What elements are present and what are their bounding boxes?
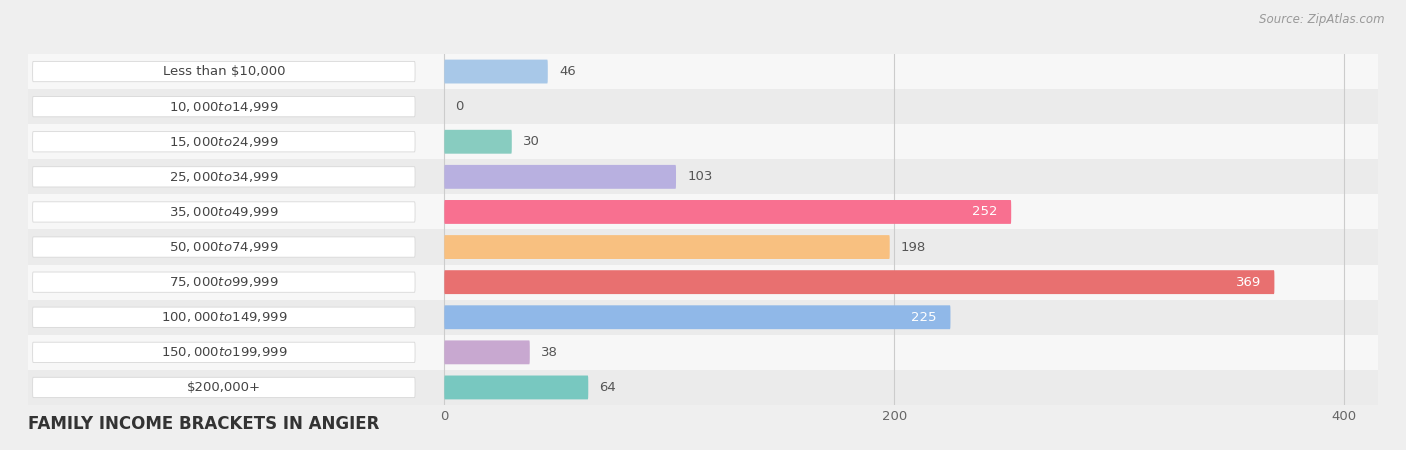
Text: $50,000 to $74,999: $50,000 to $74,999 (169, 240, 278, 254)
Text: $150,000 to $199,999: $150,000 to $199,999 (160, 345, 287, 360)
Text: $200,000+: $200,000+ (187, 381, 262, 394)
FancyBboxPatch shape (444, 200, 1011, 224)
Text: 225: 225 (911, 311, 936, 324)
Bar (28, 124, 1378, 159)
Text: $15,000 to $24,999: $15,000 to $24,999 (169, 135, 278, 149)
FancyBboxPatch shape (444, 340, 530, 364)
Text: 30: 30 (523, 135, 540, 148)
FancyBboxPatch shape (32, 342, 415, 363)
Text: 252: 252 (972, 206, 998, 218)
FancyBboxPatch shape (444, 130, 512, 154)
Bar (28, 54, 1378, 89)
Text: 64: 64 (599, 381, 616, 394)
Text: 38: 38 (541, 346, 558, 359)
Bar (28, 159, 1378, 194)
Text: Less than $10,000: Less than $10,000 (163, 65, 285, 78)
Bar (28, 370, 1378, 405)
FancyBboxPatch shape (32, 61, 415, 82)
FancyBboxPatch shape (32, 96, 415, 117)
Text: $10,000 to $14,999: $10,000 to $14,999 (169, 99, 278, 114)
Text: $35,000 to $49,999: $35,000 to $49,999 (169, 205, 278, 219)
FancyBboxPatch shape (32, 377, 415, 398)
FancyBboxPatch shape (32, 237, 415, 257)
Bar (28, 230, 1378, 265)
FancyBboxPatch shape (32, 166, 415, 187)
Text: $75,000 to $99,999: $75,000 to $99,999 (169, 275, 278, 289)
Text: 46: 46 (560, 65, 576, 78)
Bar (28, 89, 1378, 124)
Bar (28, 300, 1378, 335)
Bar (28, 194, 1378, 230)
FancyBboxPatch shape (444, 375, 588, 400)
FancyBboxPatch shape (32, 131, 415, 152)
FancyBboxPatch shape (444, 305, 950, 329)
FancyBboxPatch shape (32, 202, 415, 222)
FancyBboxPatch shape (444, 235, 890, 259)
FancyBboxPatch shape (444, 270, 1274, 294)
FancyBboxPatch shape (444, 59, 548, 84)
FancyBboxPatch shape (32, 272, 415, 292)
Text: 369: 369 (1236, 276, 1261, 288)
Text: 198: 198 (901, 241, 927, 253)
Text: 103: 103 (688, 171, 713, 183)
Text: $100,000 to $149,999: $100,000 to $149,999 (160, 310, 287, 324)
FancyBboxPatch shape (444, 165, 676, 189)
FancyBboxPatch shape (32, 307, 415, 328)
Text: Source: ZipAtlas.com: Source: ZipAtlas.com (1260, 14, 1385, 27)
Text: 0: 0 (456, 100, 464, 113)
Bar (28, 335, 1378, 370)
Text: FAMILY INCOME BRACKETS IN ANGIER: FAMILY INCOME BRACKETS IN ANGIER (28, 415, 380, 433)
Text: $25,000 to $34,999: $25,000 to $34,999 (169, 170, 278, 184)
Bar (28, 265, 1378, 300)
